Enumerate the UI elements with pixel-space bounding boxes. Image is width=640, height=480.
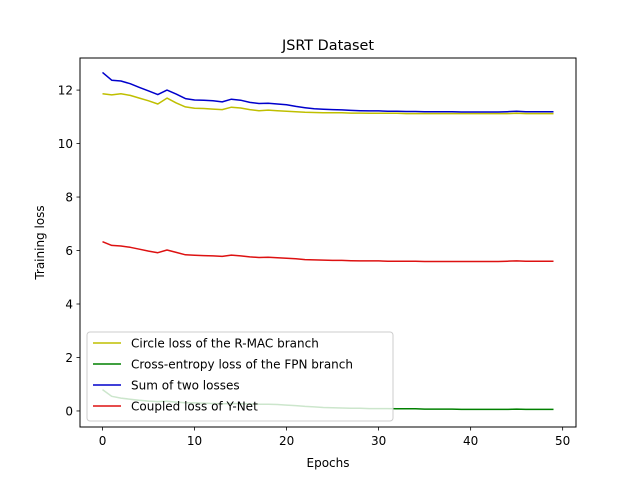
x-tick-label: 30 [371, 434, 386, 448]
x-tick-label: 0 [99, 434, 107, 448]
y-axis: 0 2 4 6 8 10 12 [58, 83, 80, 418]
series-line-4 [102, 241, 554, 263]
x-axis: 0 10 20 30 40 50 [99, 427, 570, 448]
legend-label-4: Coupled loss of Y-Net [131, 399, 258, 413]
y-tick-label: 8 [65, 190, 73, 204]
x-axis-label: Epochs [307, 456, 350, 470]
legend-label-3: Sum of two losses [131, 378, 240, 392]
chart-title: JSRT Dataset [281, 38, 374, 54]
y-tick-label: 2 [65, 351, 73, 365]
legend-box [86, 331, 394, 422]
y-axis-label: Training loss [33, 205, 47, 280]
x-tick-label: 20 [279, 434, 294, 448]
y-tick-label: 4 [65, 297, 73, 311]
series-line-3 [102, 71, 554, 113]
y-tick-label: 12 [58, 83, 73, 97]
x-tick-label: 40 [463, 434, 478, 448]
x-tick-label: 10 [187, 434, 202, 448]
y-tick-label: 0 [65, 404, 73, 418]
legend-label-2: Cross-entropy loss of the FPN branch [131, 357, 353, 371]
y-tick-label: 6 [65, 244, 73, 258]
y-tick-label: 10 [58, 137, 73, 151]
legend: Circle loss of the R-MAC branch Cross-ent… [86, 331, 394, 422]
series-line-1 [102, 93, 554, 115]
legend-label-1: Circle loss of the R-MAC branch [131, 336, 319, 350]
plot-frame [79, 57, 577, 428]
x-tick-label: 50 [555, 434, 570, 448]
